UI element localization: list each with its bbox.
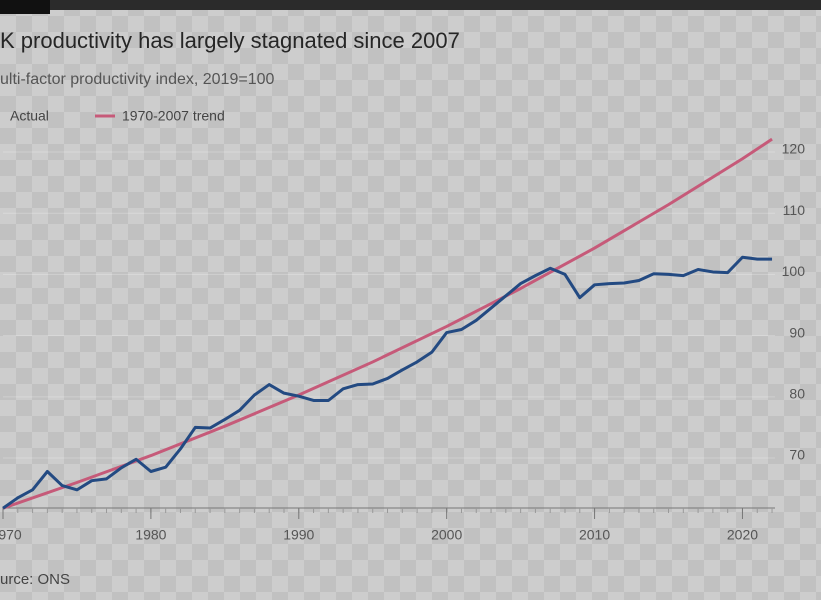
y-tick-label: 100 <box>782 263 806 279</box>
y-tick-label: 80 <box>789 386 805 402</box>
x-tick-label: 1980 <box>135 527 166 543</box>
source: urce: ONS <box>0 571 70 588</box>
logo-block <box>0 0 50 14</box>
legend-label: 1970-2007 trend <box>122 108 225 124</box>
y-tick-label: 90 <box>789 324 805 340</box>
top-bar <box>0 0 821 10</box>
legend-label: Actual <box>10 108 49 124</box>
y-tick-label: 120 <box>782 141 806 157</box>
y-tick-label: 110 <box>783 202 806 218</box>
x-tick-label: 2010 <box>579 527 610 543</box>
y-tick-label: 70 <box>789 447 805 463</box>
x-tick-label: 2020 <box>727 527 758 543</box>
x-tick-label: 2000 <box>431 527 462 543</box>
series-line <box>2 255 773 510</box>
x-tick-label: 1990 <box>283 527 314 543</box>
x-tick-label: 970 <box>0 527 22 543</box>
chart-title: K productivity has largely stagnated sin… <box>0 28 460 53</box>
chart-subtitle: ulti-factor productivity index, 2019=100 <box>0 71 274 88</box>
